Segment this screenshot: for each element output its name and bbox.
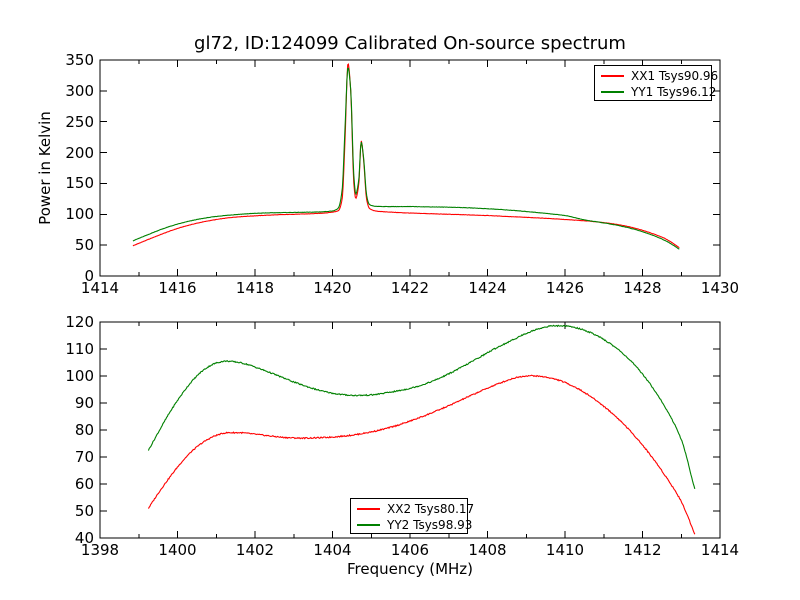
legend-entry-xx1: XX1 Tsys90.96 bbox=[601, 68, 718, 84]
y-tick-label: 150 bbox=[65, 174, 94, 193]
legend-label-yy1: YY1 Tsys96.12 bbox=[631, 85, 717, 99]
x-tick-label: 1430 bbox=[700, 279, 740, 297]
legend-line-sample-yy1 bbox=[601, 91, 624, 93]
y-tick-label: 0 bbox=[84, 267, 94, 285]
x-tick-label: 1402 bbox=[235, 541, 275, 559]
legend-label-xx2: XX2 Tsys80.17 bbox=[387, 502, 475, 516]
y-tick-label: 70 bbox=[74, 448, 94, 466]
y-tick-label: 100 bbox=[65, 205, 94, 224]
y-tick-label: 120 bbox=[65, 313, 94, 331]
legend-top-chart: XX1 Tsys90.96 YY1 Tsys96.12 bbox=[594, 65, 718, 101]
x-tick-label: 1408 bbox=[468, 541, 507, 559]
y-tick-label: 50 bbox=[74, 236, 94, 255]
x-tick-label: 1420 bbox=[313, 279, 352, 297]
y-tick-label: 90 bbox=[74, 394, 94, 412]
legend-entry-xx2: XX2 Tsys80.17 bbox=[357, 501, 474, 517]
y-tick-label: 200 bbox=[65, 143, 94, 162]
y-tick-label: 100 bbox=[65, 367, 94, 385]
legend-entry-yy1: YY1 Tsys96.12 bbox=[601, 84, 716, 100]
y-tick-label: 110 bbox=[65, 340, 94, 358]
legend-entry-yy2: YY2 Tsys98.93 bbox=[357, 517, 472, 533]
x-tick-label: 1412 bbox=[623, 541, 662, 559]
series-line-yy2 bbox=[147, 324, 696, 490]
y-axis-label-power: Power in Kelvin bbox=[36, 111, 54, 225]
x-tick-label: 1404 bbox=[313, 541, 352, 559]
legend-label-yy2: YY2 Tsys98.93 bbox=[387, 518, 473, 532]
y-tick-label: 40 bbox=[74, 529, 94, 547]
y-tick-label: 300 bbox=[65, 81, 94, 100]
x-tick-label: 1426 bbox=[545, 279, 585, 297]
legend-line-sample-xx1 bbox=[601, 75, 624, 77]
x-tick-label: 1422 bbox=[390, 279, 430, 297]
y-tick-label: 250 bbox=[65, 112, 94, 131]
x-axis-label-frequency: Frequency (MHz) bbox=[346, 560, 474, 578]
y-tick-label: 80 bbox=[74, 421, 94, 439]
x-tick-label: 1418 bbox=[235, 279, 275, 297]
chart-title: gl72, ID:124099 Calibrated On-source spe… bbox=[194, 33, 626, 54]
x-tick-label: 1414 bbox=[80, 279, 120, 297]
x-tick-label: 1406 bbox=[390, 541, 430, 559]
legend-line-sample-xx2 bbox=[357, 508, 380, 510]
series-line-yy1 bbox=[132, 67, 680, 250]
y-tick-label: 50 bbox=[74, 502, 94, 520]
legend-line-sample-yy2 bbox=[357, 524, 380, 526]
y-tick-label: 60 bbox=[74, 475, 94, 493]
x-tick-label: 1414 bbox=[700, 541, 740, 559]
x-tick-label: 1424 bbox=[468, 279, 507, 297]
x-tick-label: 1416 bbox=[158, 279, 197, 297]
x-tick-label: 1400 bbox=[158, 541, 197, 559]
x-tick-label: 1410 bbox=[545, 541, 585, 559]
legend-bottom-chart: XX2 Tsys80.17 YY2 Tsys98.93 bbox=[350, 498, 474, 534]
x-tick-label: 1428 bbox=[623, 279, 662, 297]
legend-label-xx1: XX1 Tsys90.96 bbox=[631, 69, 719, 83]
x-tick-label: 1398 bbox=[80, 541, 120, 559]
series-line-xx2 bbox=[147, 374, 696, 535]
y-tick-label: 350 bbox=[65, 51, 94, 69]
